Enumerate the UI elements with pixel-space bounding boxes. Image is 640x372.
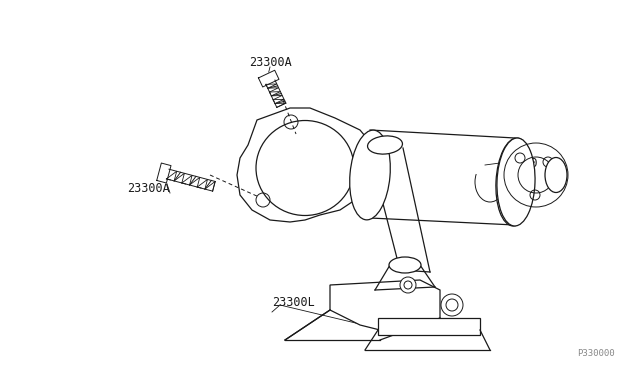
Polygon shape xyxy=(157,163,171,183)
Ellipse shape xyxy=(367,136,403,154)
Text: 23300A: 23300A xyxy=(127,182,170,195)
Ellipse shape xyxy=(389,257,421,273)
Text: 23300A: 23300A xyxy=(248,55,291,68)
Text: 23300: 23300 xyxy=(502,157,538,170)
Ellipse shape xyxy=(496,138,534,226)
Polygon shape xyxy=(259,70,279,87)
Polygon shape xyxy=(378,318,480,335)
Text: 23300L: 23300L xyxy=(272,295,315,308)
Ellipse shape xyxy=(545,157,567,192)
Ellipse shape xyxy=(349,130,390,220)
Text: P330000: P330000 xyxy=(577,349,615,358)
Polygon shape xyxy=(330,280,440,330)
Ellipse shape xyxy=(497,138,535,226)
Ellipse shape xyxy=(256,121,354,215)
Circle shape xyxy=(400,277,416,293)
Polygon shape xyxy=(237,108,375,222)
